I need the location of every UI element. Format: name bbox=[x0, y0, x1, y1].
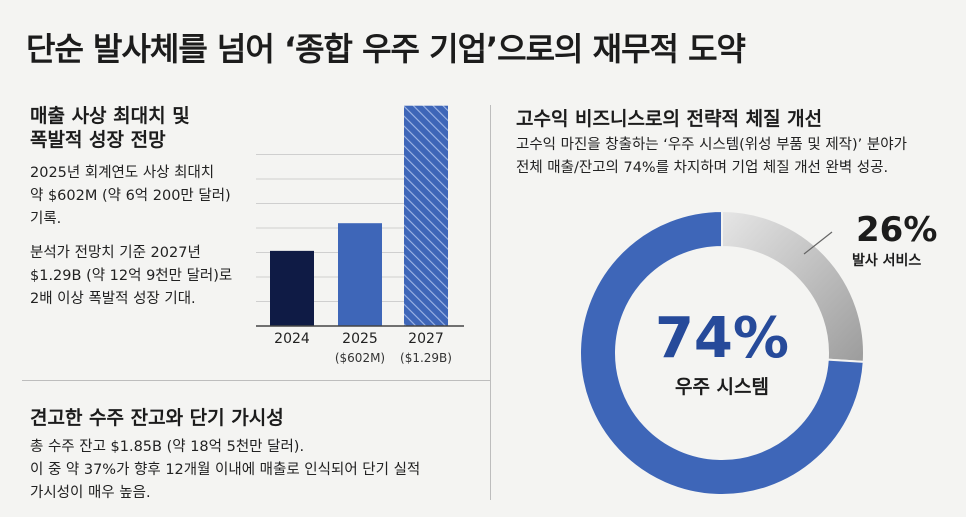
launch-services-label: 발사 서비스 bbox=[852, 253, 922, 269]
bar-value-label: ($1.29B) bbox=[400, 351, 452, 365]
bar-value-label: ($602M) bbox=[334, 351, 386, 365]
revenue-forecast-paragraph: 분석가 전망치 기준 2027년 $1.29B (약 12억 9천만 달러)로 … bbox=[30, 242, 232, 311]
revenue-forecast-line3: 2배 이상 폭발적 성장 기대. bbox=[30, 291, 196, 307]
backlog-heading: 견고한 수주 잔고와 단기 가시성 bbox=[30, 407, 284, 429]
bar-2024 bbox=[270, 250, 314, 326]
backlog-line1: 총 수주 잔고 $1.85B (약 18억 5천만 달러). bbox=[30, 439, 305, 455]
vertical-divider bbox=[490, 105, 491, 500]
bar-category-label: 2025 bbox=[342, 331, 378, 347]
backlog-line2: 이 중 약 37%가 향후 12개월 이내에 매출로 인식되어 단기 실적 bbox=[30, 462, 421, 478]
strategy-heading: 고수익 비즈니스로의 전략적 체질 개선 bbox=[516, 108, 823, 130]
revenue-record-line3: 기록. bbox=[30, 211, 62, 227]
donut-slice-space-systems bbox=[579, 209, 865, 496]
revenue-record-line2: 약 $602M (약 6억 200만 달러) bbox=[30, 188, 231, 204]
revenue-heading-line1: 매출 사상 최대치 및 bbox=[30, 105, 190, 127]
strategy-line1: 고수익 마진을 창출하는 ‘우주 시스템(위성 부품 및 제작)’ 분야가 bbox=[516, 137, 907, 153]
backlog-paragraph: 총 수주 잔고 $1.85B (약 18억 5천만 달러). 이 중 약 37%… bbox=[30, 436, 420, 505]
strategy-paragraph: 고수익 마진을 창출하는 ‘우주 시스템(위성 부품 및 제작)’ 분야가 전체… bbox=[516, 134, 907, 180]
strategy-line2: 전체 매출/잔고의 74%를 차지하며 기업 체질 개선 완벽 성공. bbox=[516, 160, 889, 176]
page-title: 단순 발사체를 넘어 ‘종합 우주 기업’으로의 재무적 도약 bbox=[26, 30, 746, 68]
bar-category-label: 2027 bbox=[408, 331, 444, 347]
launch-services-leader-line bbox=[803, 231, 833, 255]
bar-category-label: 2024 bbox=[274, 331, 310, 347]
space-systems-label: 우주 시스템 bbox=[674, 376, 769, 398]
launch-services-percent: 26% bbox=[856, 210, 938, 250]
backlog-line3: 가시성이 매우 높음. bbox=[30, 485, 151, 501]
revenue-record-line1: 2025년 회계연도 사상 최대치 bbox=[30, 165, 215, 181]
space-systems-percent: 74% bbox=[654, 306, 790, 371]
revenue-heading: 매출 사상 최대치 및 폭발적 성장 전망 bbox=[30, 104, 190, 152]
horizontal-divider bbox=[22, 380, 490, 381]
bar-2025 bbox=[338, 223, 382, 326]
revenue-record-paragraph: 2025년 회계연도 사상 최대치 약 $602M (약 6억 200만 달러)… bbox=[30, 162, 231, 231]
bar-chart-bars bbox=[270, 105, 448, 326]
revenue-forecast-line1: 분석가 전망치 기준 2027년 bbox=[30, 245, 201, 261]
revenue-forecast-line2: $1.29B (약 12억 9천만 달러)로 bbox=[30, 268, 233, 284]
revenue-heading-line2: 폭발적 성장 전망 bbox=[30, 129, 166, 151]
bar-2027 bbox=[404, 105, 448, 326]
